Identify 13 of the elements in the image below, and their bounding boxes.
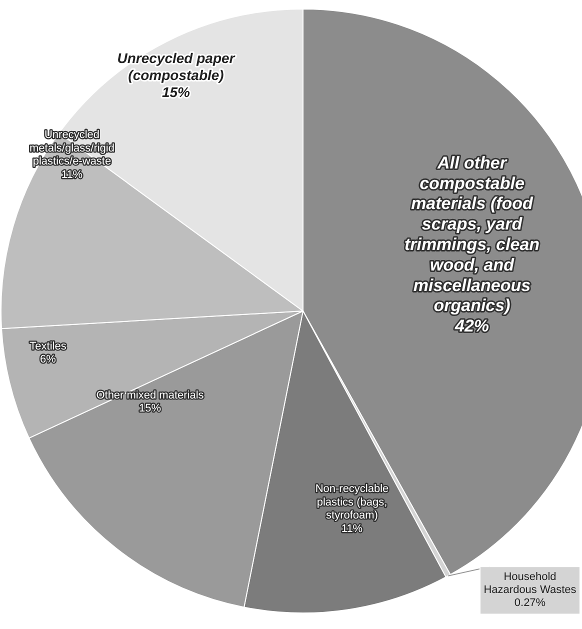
- data-label: 11%: [61, 168, 83, 181]
- slice-label: Household Hazardous Wastes: [484, 570, 577, 596]
- slice-label: Other mixed materials: [96, 389, 204, 402]
- data-label: 15%: [162, 84, 191, 100]
- data-label: 42%: [454, 316, 490, 336]
- data-label: 15%: [138, 402, 162, 415]
- data-label: 0.27%: [514, 597, 546, 610]
- slice-label: Unrecycled paper (compostable): [117, 50, 236, 83]
- slice-label: All other compostable materials (food scraps, yard trimmings, clean wood, and miscellaneous organics): [404, 153, 540, 316]
- slice-label: Non-recyclable plastics (bags, styrofoam): [315, 483, 389, 522]
- slice-label: Textiles: [30, 340, 67, 352]
- slice-label: Unrecycled metals/glass/rigid plastics/e-waste: [30, 129, 114, 168]
- data-label: 11%: [341, 522, 363, 535]
